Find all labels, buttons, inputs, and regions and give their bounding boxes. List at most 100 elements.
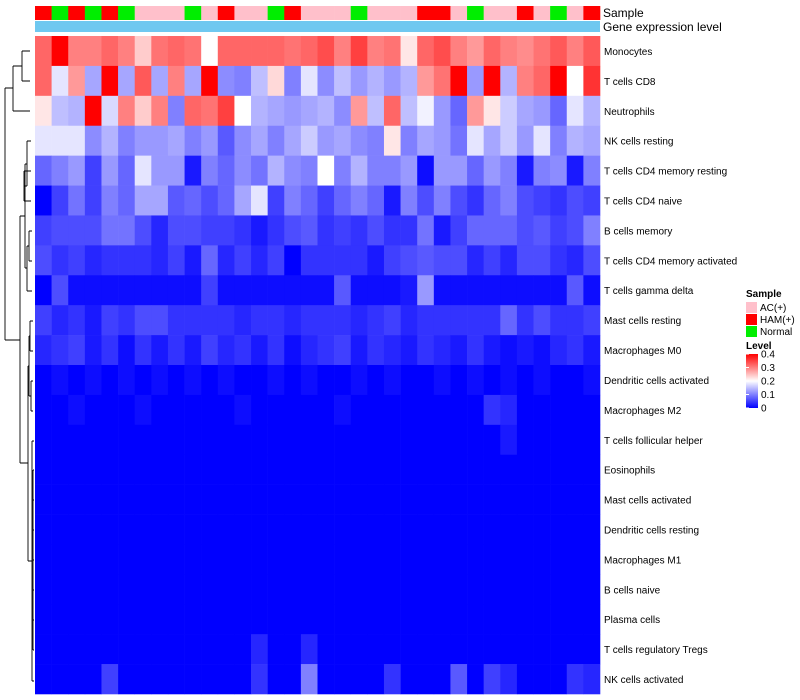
heatmap-cell: [350, 36, 368, 67]
heatmap-cell: [284, 604, 302, 635]
heatmap-cell: [217, 634, 235, 665]
heatmap-cell: [84, 275, 102, 306]
heatmap-cell: [417, 365, 435, 396]
heatmap-cell: [417, 335, 435, 366]
heatmap-cell: [383, 95, 401, 127]
sample-annotation-cell: [400, 6, 418, 20]
heatmap-cell: [450, 155, 468, 186]
heatmap-cell: [417, 514, 435, 545]
sample-annotation-bar: [35, 6, 601, 20]
heatmap-cell: [450, 604, 468, 635]
heatmap-cell: [367, 514, 385, 545]
heatmap-cell: [317, 125, 335, 156]
heatmap-cell: [417, 664, 435, 695]
heatmap-cell: [500, 544, 518, 575]
heatmap-cell: [383, 185, 401, 216]
heatmap-cell: [566, 36, 584, 67]
heatmap-cell: [151, 185, 169, 216]
heatmap-cell: [118, 484, 136, 515]
heatmap-cell: [383, 574, 401, 605]
heatmap-cell: [184, 65, 202, 97]
heatmap-cell: [550, 424, 568, 456]
heatmap-cell: [516, 664, 534, 695]
heatmap-cell: [483, 65, 501, 97]
heatmap-cell: [550, 185, 568, 216]
heatmap-cell: [84, 215, 102, 246]
sample-annotation-cell: [234, 6, 252, 20]
heatmap-cell: [217, 65, 235, 97]
heatmap-cell: [167, 125, 185, 156]
heatmap-cell: [151, 544, 169, 575]
heatmap-cell: [566, 544, 584, 575]
heatmap-cell: [51, 95, 69, 127]
heatmap-cell: [566, 65, 584, 97]
heatmap-cell: [483, 185, 501, 216]
heatmap-cell: [350, 394, 368, 426]
heatmap-cell: [516, 65, 534, 97]
heatmap-cell: [251, 365, 268, 396]
heatmap-cell: [35, 305, 52, 336]
heatmap-cell: [217, 215, 235, 246]
heatmap-cell: [201, 604, 219, 635]
heatmap-cell: [450, 95, 468, 127]
heatmap-cell: [251, 664, 268, 695]
heatmap-cell: [101, 544, 119, 575]
heatmap-cell: [516, 604, 534, 635]
heatmap-cell: [201, 36, 219, 67]
heatmap-cell: [51, 305, 69, 336]
heatmap-cell: [267, 604, 285, 635]
sample-annotation-cell: [566, 6, 584, 20]
heatmap-cell: [234, 664, 252, 695]
heatmap-cell: [118, 335, 136, 366]
heatmap-cell: [167, 245, 185, 276]
heatmap-cell: [433, 95, 451, 127]
heatmap-cell: [201, 125, 219, 156]
heatmap-cell: [151, 424, 169, 456]
heatmap-cell: [118, 544, 136, 575]
heatmap-cell: [300, 95, 318, 127]
heatmap-cell: [483, 514, 501, 545]
heatmap-cell: [450, 394, 468, 426]
heatmap-cell: [51, 185, 69, 216]
heatmap-cell: [367, 335, 385, 366]
heatmap-cell: [151, 95, 169, 127]
sample-annotation-cell: [583, 6, 601, 20]
heatmap-cell: [334, 185, 352, 216]
heatmap-cell: [417, 125, 435, 156]
heatmap-cell: [151, 155, 169, 186]
heatmap-cell: [334, 484, 352, 515]
heatmap-cell: [251, 125, 268, 156]
heatmap-cell: [35, 185, 52, 216]
heatmap-cell: [583, 125, 601, 156]
heatmap-cell: [383, 604, 401, 635]
heatmap-cell: [118, 574, 136, 605]
heatmap-cell: [267, 245, 285, 276]
heatmap-cell: [367, 574, 385, 605]
heatmap-cell: [583, 305, 601, 336]
heatmap-cell: [317, 574, 335, 605]
heatmap-cell: [184, 634, 202, 665]
heatmap-cell: [184, 454, 202, 485]
sample-annotation-cell: [68, 6, 86, 20]
heatmap-cell: [35, 394, 52, 426]
sample-annotation-cell: [134, 6, 152, 20]
heatmap-cell: [118, 454, 136, 485]
row-label: Dendritic cells resting: [604, 526, 699, 537]
heatmap-cell: [583, 484, 601, 515]
heatmap-cell: [84, 574, 102, 605]
heatmap-cell: [84, 664, 102, 695]
heatmap-cell: [550, 245, 568, 276]
heatmap-cell: [566, 215, 584, 246]
heatmap-cell: [583, 185, 601, 216]
heatmap-cell: [317, 36, 335, 67]
heatmap-cell: [84, 604, 102, 635]
sample-annotation-cell: [35, 6, 52, 20]
row-label: T cells CD4 memory activated: [604, 256, 737, 267]
heatmap-cell: [267, 275, 285, 306]
heatmap-cell: [433, 155, 451, 186]
heatmap-cell: [550, 454, 568, 485]
heatmap-cell: [51, 365, 69, 396]
heatmap-cell: [251, 275, 268, 306]
heatmap-cell: [500, 95, 518, 127]
heatmap-cell: [134, 394, 152, 426]
